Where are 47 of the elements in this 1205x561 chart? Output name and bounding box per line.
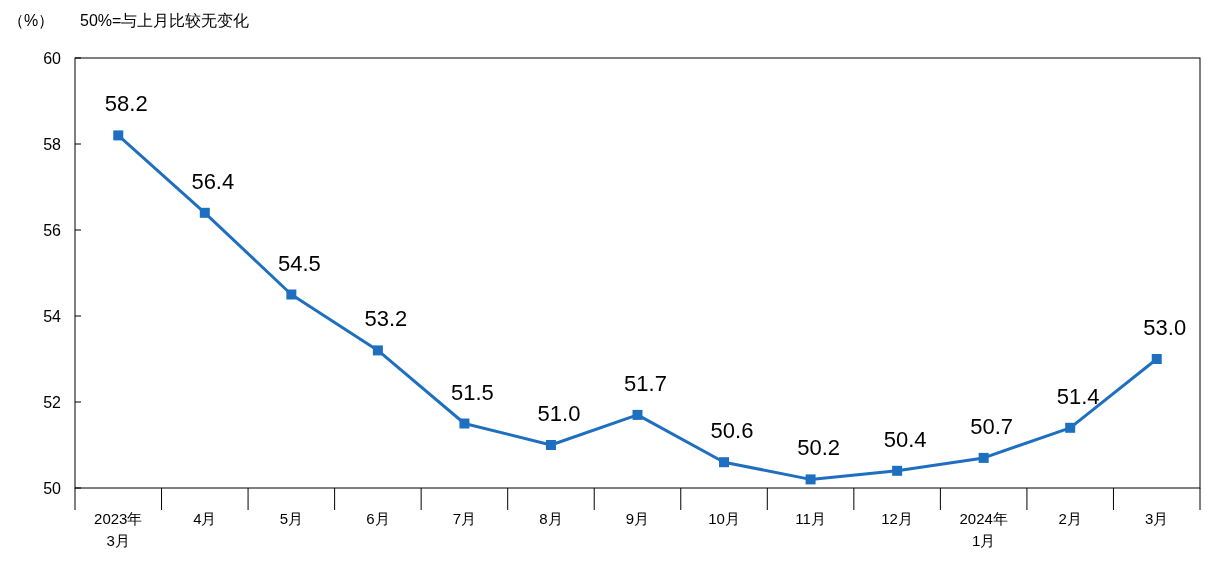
x-tick-label: 4月 xyxy=(193,510,217,527)
data-label: 56.4 xyxy=(191,168,235,194)
y-tick-label: 56 xyxy=(43,222,62,239)
y-tick-label: 50 xyxy=(43,480,62,497)
data-label: 50.6 xyxy=(710,418,754,444)
data-label: 51.0 xyxy=(537,401,581,426)
x-tick-label: 6月 xyxy=(366,510,390,527)
point xyxy=(805,474,816,485)
point xyxy=(719,457,730,468)
point xyxy=(545,440,556,450)
data-label: 58.2 xyxy=(104,91,148,117)
x-tick-label: 2023年 3月 xyxy=(94,510,143,549)
point xyxy=(892,465,903,476)
point xyxy=(372,345,383,356)
x-tick-label: 12月 xyxy=(881,510,913,527)
x-tick-label: 5月 xyxy=(279,510,304,527)
point xyxy=(286,289,297,300)
text: 50%=与上月比较无变化 xyxy=(80,12,250,29)
y-axis-title: （%） xyxy=(8,12,55,29)
y-tick-label: 58 xyxy=(43,136,62,153)
y-tick-label: 52 xyxy=(43,394,62,411)
x-tick-label: 2月 xyxy=(1058,510,1082,527)
data-label: 50.4 xyxy=(883,426,927,452)
data-label: 51.7 xyxy=(624,370,667,396)
data-label: 51.5 xyxy=(451,379,494,405)
point xyxy=(113,130,124,141)
point xyxy=(632,409,643,420)
data-label: 51.4 xyxy=(1056,383,1100,409)
x-tick-label: 3月 xyxy=(1145,510,1169,527)
point xyxy=(978,452,989,463)
x-tick-label: 11月 xyxy=(795,510,826,527)
x-tick-label: 7月 xyxy=(452,510,477,527)
point xyxy=(459,418,470,429)
point xyxy=(1151,354,1162,364)
data-label: 50.2 xyxy=(797,435,840,461)
point xyxy=(1065,422,1076,433)
data-label: 54.5 xyxy=(277,250,321,276)
point xyxy=(199,207,210,218)
x-tick-label: 8月 xyxy=(539,510,563,527)
y-tick-label: 54 xyxy=(43,308,62,325)
data-label: 53.0 xyxy=(1143,315,1187,340)
x-tick-label: 9月 xyxy=(625,510,650,527)
x-tick-label: 2024年 1月 xyxy=(959,510,1008,549)
y-tick-label: 60 xyxy=(43,50,62,67)
data-label: 53.2 xyxy=(364,306,408,332)
x-tick-label: 10月 xyxy=(708,510,740,527)
data-label: 50.7 xyxy=(970,413,1014,439)
